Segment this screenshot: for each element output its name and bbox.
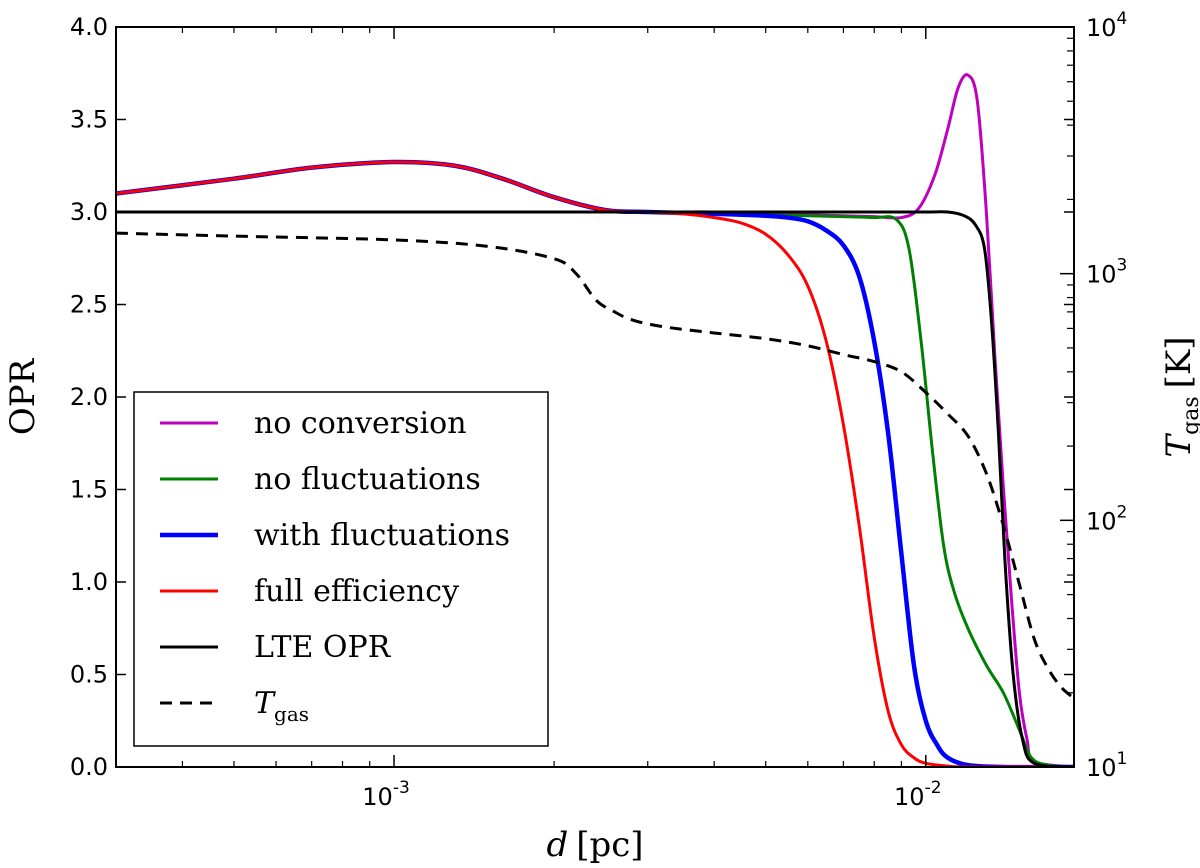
legend-label-full-efficiency: full efficiency (254, 574, 459, 609)
series-layer (116, 73, 1074, 767)
series-full-efficiency-line (116, 160, 1074, 767)
y2-axis-label-unit: [K] (1159, 336, 1199, 388)
y2-tick-label: 104 (1086, 9, 1127, 42)
x-tick-label: 10-2 (894, 778, 942, 811)
y2-axis-label: Tgas [K] (1159, 336, 1200, 457)
y2-axis-label-var: T (1159, 433, 1199, 458)
legend-box (133, 391, 549, 747)
x-tick-label: 10-3 (362, 778, 410, 811)
legend-label-t-gas: Tgas (254, 686, 309, 726)
y-axis-label: OPR (3, 357, 43, 435)
y-tick-label: 0.0 (70, 753, 108, 781)
y2-tick-label: 101 (1086, 749, 1127, 782)
series-t-gas-line (116, 231, 1074, 700)
x-axis-label-var: d (546, 825, 568, 865)
y-tick-label: 4.0 (70, 13, 108, 41)
y2-tick-label: 102 (1086, 502, 1127, 535)
legend-label-with-fluctuations: with fluctuations (254, 518, 510, 553)
y-tick-label: 0.5 (70, 661, 108, 689)
legend-label-no-fluctuations: no fluctuations (254, 462, 481, 497)
legend: no conversion no fluctuations with fluctua… (133, 391, 549, 747)
y2-axis-label-sub: gas (1179, 396, 1200, 435)
y-tick-label: 1.5 (70, 476, 108, 504)
x-axis-label-unit: [pc] (576, 825, 643, 865)
y-tick-label: 2.5 (70, 291, 108, 319)
y-tick-label: 3.0 (70, 198, 108, 226)
y-tick-label: 1.0 (70, 568, 108, 596)
legend-label-lte-opr: LTE OPR (254, 630, 392, 665)
y2-tick-label: 103 (1086, 256, 1127, 289)
series-lte-opr-line (116, 210, 1074, 767)
ticks-layer: 0.0 0.5 1.0 1.5 2.0 2.5 3.0 3.5 4.0 10-3 10-2 101 10… (70, 9, 1128, 811)
y-tick-label: 2.0 (70, 383, 108, 411)
x-axis-label: d [pc] (546, 825, 643, 865)
y-tick-label: 3.5 (70, 106, 108, 134)
legend-label-no-conversion: no conversion (254, 406, 467, 441)
